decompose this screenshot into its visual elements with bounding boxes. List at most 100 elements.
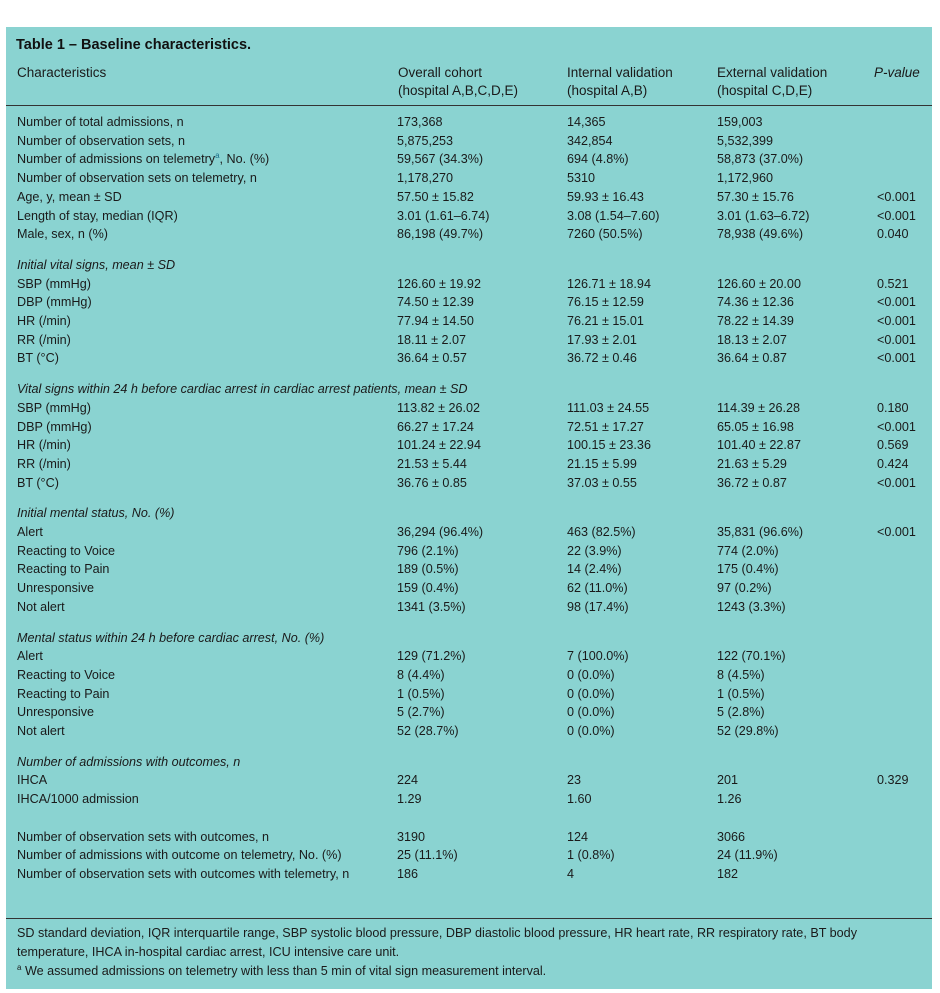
- external-value: 78,938 (49.6%): [717, 227, 804, 242]
- footnote-a: a We assumed admissions on telemetry wit…: [17, 962, 922, 981]
- table-row: Unresponsive 159 (0.4%) 62 (11.0%) 97 (0.2%…: [6, 579, 932, 598]
- external-value: 1,172,960: [717, 171, 774, 186]
- internal-value: 59.93 ± 16.43: [567, 189, 644, 204]
- external-value: 18.13 ± 2.07: [717, 332, 787, 347]
- row-label: Reacting to Pain: [17, 562, 110, 577]
- row-label: Not alert: [17, 724, 65, 738]
- external-value: 36.72 ± 0.87: [717, 475, 787, 490]
- overall-value: 36,294 (96.4%): [397, 525, 484, 539]
- row-label: HR (/min): [17, 314, 71, 328]
- external-value: 21.63 ± 5.29: [717, 456, 787, 471]
- overall-value: 1,178,270: [397, 171, 454, 186]
- overall-value: 57.50 ± 15.82: [397, 189, 474, 204]
- table-row: Length of stay, median (IQR) 3.01 (1.61–6…: [6, 207, 932, 226]
- row-label: Number of admissions with outcome on tel…: [17, 848, 342, 863]
- row-label: Number of observation sets on telemetry,…: [17, 171, 257, 186]
- internal-value: 463 (82.5%): [567, 525, 636, 539]
- internal-value: 21.15 ± 5.99: [567, 456, 637, 471]
- table-row: Alert 36,294 (96.4%) 463 (82.5%) 35,831 (96…: [6, 523, 932, 542]
- table-row: Reacting to Voice 796 (2.1%) 22 (3.9%) 774 …: [6, 542, 932, 561]
- table-panel: Table 1 – Baseline characteristics. Char…: [6, 27, 932, 989]
- table-row: RR (/min) 21.53 ± 5.44 21.15 ± 5.99 21.63 ±…: [6, 455, 932, 474]
- row-label: IHCA/1000 admission: [17, 792, 139, 807]
- external-value: 126.60 ± 20.00: [717, 276, 801, 291]
- row-label: RR (/min): [17, 332, 71, 347]
- section-label: Number of admissions with outcomes, n: [17, 754, 241, 769]
- internal-value: 0 (0.0%): [567, 724, 615, 738]
- p-value: <0.001: [877, 475, 916, 490]
- table-row: Age, y, mean ± SD 57.50 ± 15.82 59.93 ± 16…: [6, 188, 932, 207]
- overall-value: 3190: [397, 829, 426, 844]
- overall-value: 36.76 ± 0.85: [397, 475, 467, 490]
- external-value: 58,873 (37.0%): [717, 152, 804, 167]
- overall-value: 36.64 ± 0.57: [397, 351, 467, 366]
- table-row: Number of observation sets with outcomes…: [6, 865, 932, 884]
- external-value: 97 (0.2%): [717, 581, 772, 596]
- row-label: Age, y, mean ± SD: [17, 189, 122, 204]
- table-row: BT (°C) 36.64 ± 0.57 36.72 ± 0.46 36.64 ± 0…: [6, 349, 932, 368]
- section-heading: Initial mental status, No. (%): [6, 504, 932, 523]
- table-row: Number of observation sets on telemetry,…: [6, 169, 932, 188]
- section-heading: Number of admissions with outcomes, n: [6, 753, 932, 772]
- p-value: <0.001: [877, 295, 916, 310]
- row-label: SBP (mmHg): [17, 276, 91, 291]
- row-label: SBP (mmHg): [17, 400, 91, 415]
- external-value: 114.39 ± 26.28: [717, 400, 801, 415]
- row-label: Not alert: [17, 599, 65, 614]
- table-row: Reacting to Pain 189 (0.5%) 14 (2.4%) 175 (…: [6, 560, 932, 579]
- row-label: DBP (mmHg): [17, 295, 92, 310]
- internal-value: 5310: [567, 171, 596, 186]
- overall-value: 5,875,253: [397, 133, 454, 148]
- overall-value: 59,567 (34.3%): [397, 152, 484, 167]
- overall-value: 796 (2.1%): [397, 543, 459, 558]
- internal-value: 76.15 ± 12.59: [567, 295, 644, 310]
- internal-value: 0 (0.0%): [567, 667, 615, 682]
- row-label: BT (°C): [17, 351, 59, 366]
- p-value: <0.001: [877, 351, 916, 366]
- table-title: Table 1 – Baseline characteristics.: [16, 37, 252, 53]
- table-row: Number of observation sets with outcomes…: [6, 828, 932, 847]
- p-value: <0.001: [877, 332, 916, 347]
- overall-value: 52 (28.7%): [397, 724, 459, 738]
- row-label: BT (°C): [17, 475, 59, 490]
- overall-value: 86,198 (49.7%): [397, 227, 484, 242]
- row-label: RR (/min): [17, 456, 71, 471]
- footnote-abbreviations: SD standard deviation, IQR interquartile…: [17, 926, 857, 959]
- external-value: 5,532,399: [717, 133, 774, 148]
- header-internal-line1: Internal validation: [567, 65, 673, 80]
- section-heading: Initial vital signs, mean ± SD: [6, 256, 932, 275]
- footer-rule: [6, 918, 932, 919]
- table-row: Male, sex, n (%) 86,198 (49.7%) 7260 (50.5…: [6, 225, 932, 244]
- overall-value: 74.50 ± 12.39: [397, 295, 474, 310]
- internal-value: 126.71 ± 18.94: [567, 276, 651, 291]
- internal-value: 76.21 ± 15.01: [567, 314, 644, 328]
- row-label: Number of observation sets with outcomes…: [17, 866, 350, 881]
- internal-value: 17.93 ± 2.01: [567, 332, 637, 347]
- table-row: Not alert 1341 (3.5%) 98 (17.4%) 1243 (3.3%…: [6, 598, 932, 617]
- header-overall-line2: (hospital A,B,C,D,E): [398, 83, 519, 98]
- overall-value: 1.29: [397, 792, 422, 807]
- overall-value: 126.60 ± 19.92: [397, 276, 481, 291]
- external-value: 1.26: [717, 792, 742, 807]
- overall-value: 3.01 (1.61–6.74): [397, 208, 490, 223]
- external-value: 35,831 (96.6%): [717, 525, 804, 539]
- overall-value: 77.94 ± 14.50: [397, 314, 474, 328]
- overall-value: 1341 (3.5%): [397, 599, 466, 614]
- p-value: <0.001: [877, 189, 916, 204]
- overall-value: 159 (0.4%): [397, 581, 459, 596]
- header-characteristics: Characteristics: [17, 65, 107, 80]
- row-label: Number of total admissions, n: [17, 115, 184, 129]
- overall-value: 224: [397, 773, 419, 788]
- table-row: HR (/min) 101.24 ± 22.94 100.15 ± 23.36 101…: [6, 436, 932, 455]
- internal-value: 0 (0.0%): [567, 705, 615, 720]
- external-value: 182: [717, 866, 739, 881]
- p-value: 0.424: [877, 456, 909, 471]
- table-row: Number of observation sets, n 5,875,253 34…: [6, 132, 932, 151]
- external-value: 5 (2.8%): [717, 705, 765, 720]
- internal-value: 62 (11.0%): [567, 581, 628, 596]
- external-value: 1 (0.5%): [717, 686, 765, 701]
- external-value: 52 (29.8%): [717, 724, 779, 738]
- row-label: Number of admissions on telemetrya, No. …: [17, 150, 269, 169]
- table-row: HR (/min) 77.94 ± 14.50 76.21 ± 15.01 78.22…: [6, 312, 932, 331]
- header-overall: Overall cohort (hospital A,B,C,D,E): [398, 64, 518, 100]
